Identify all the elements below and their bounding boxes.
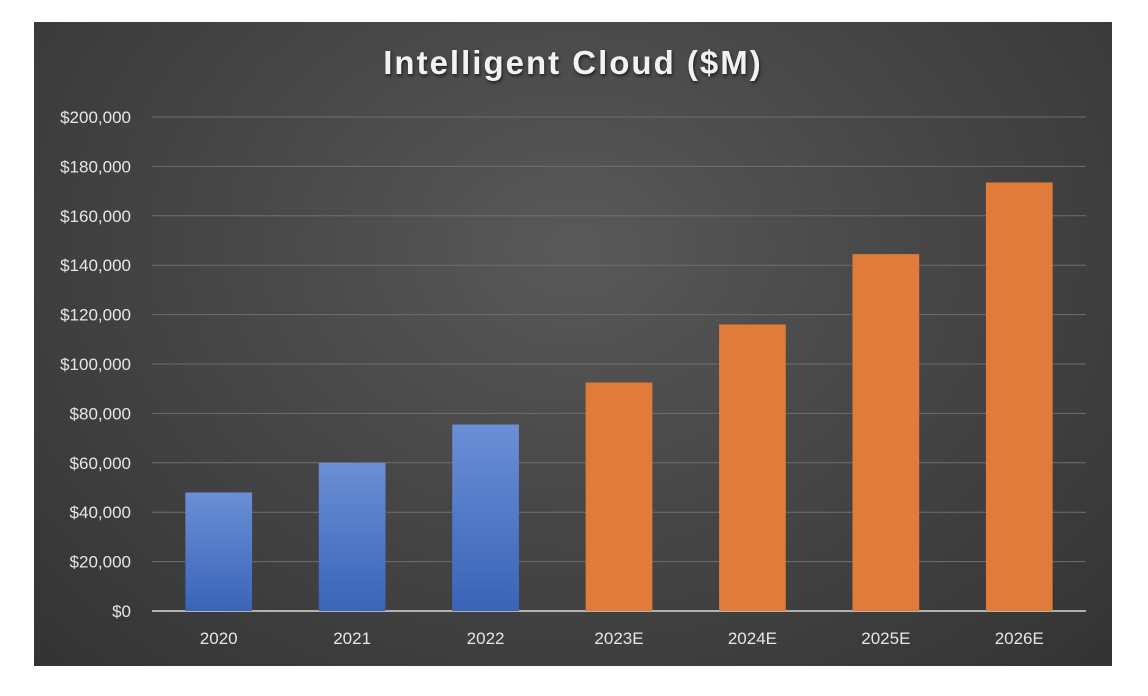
x-tick-label: 2025E — [861, 629, 910, 648]
y-tick-label: $60,000 — [70, 454, 131, 473]
y-axis-ticks: $0 $20,000 $40,000 $60,000 $80,000 $100,000 $1… — [60, 108, 131, 621]
y-tick-label: $100,000 — [60, 355, 131, 374]
y-tick-label: $80,000 — [70, 404, 131, 423]
bar-2021 — [318, 462, 386, 611]
y-tick-label: $0 — [112, 602, 131, 621]
x-tick-label: 2023E — [594, 629, 643, 648]
bar-2023e — [585, 382, 653, 611]
bar-2026e — [985, 182, 1053, 611]
chart-title: Intelligent Cloud ($M) — [383, 44, 763, 81]
y-tick-label: $180,000 — [60, 157, 131, 176]
chart-frame: Intelligent Cloud ($M) $0 $20,000 $40,000 $… — [34, 22, 1112, 666]
y-tick-label: $120,000 — [60, 306, 131, 325]
bars — [185, 182, 1053, 611]
bar-2024e — [719, 324, 786, 611]
y-tick-label: $40,000 — [70, 503, 131, 522]
x-tick-label: 2024E — [728, 629, 777, 648]
bar-2020 — [185, 492, 253, 611]
bar-2022 — [452, 424, 519, 611]
x-axis-ticks: 2020 2021 2022 2023E 2024E 2025E 2026E — [200, 629, 1044, 648]
x-tick-label: 2020 — [200, 629, 238, 648]
bar-chart: $0 $20,000 $40,000 $60,000 $80,000 $100,000 $1… — [60, 108, 1086, 648]
x-tick-label: 2026E — [995, 629, 1044, 648]
y-tick-label: $160,000 — [60, 207, 131, 226]
y-tick-label: $140,000 — [60, 256, 131, 275]
y-tick-label: $200,000 — [60, 108, 131, 127]
y-tick-label: $20,000 — [70, 553, 131, 572]
x-tick-label: 2022 — [467, 629, 505, 648]
x-tick-label: 2021 — [333, 629, 371, 648]
bar-2025e — [852, 254, 920, 611]
